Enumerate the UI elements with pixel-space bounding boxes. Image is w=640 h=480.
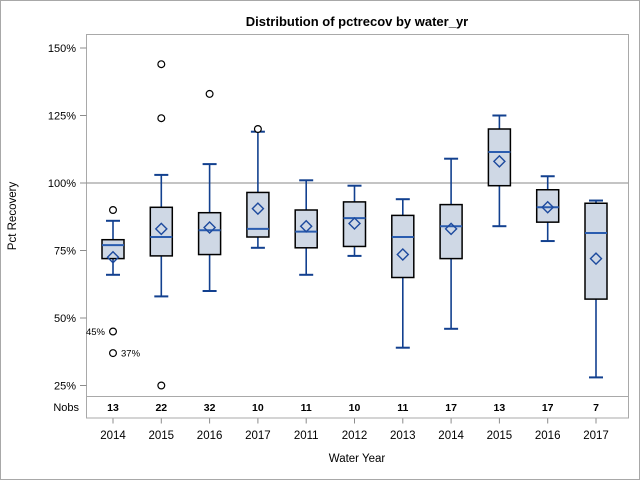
- nobs-value: 22: [155, 402, 167, 414]
- iqr-box: [391, 214, 415, 279]
- chart-title: Distribution of pctrecov by water_yr: [246, 14, 469, 29]
- x-tick-label: 2014: [100, 430, 126, 442]
- x-axis-ticks: 2014 2015 2016 2017 2011 2012 2013 2014 2015 2016…: [100, 418, 609, 442]
- box-group-2015-8: [487, 114, 512, 228]
- outlier-point: [157, 381, 166, 390]
- mean-diamond: [348, 217, 361, 230]
- mean-diamond: [541, 200, 555, 214]
- iqr-box: [584, 202, 608, 300]
- x-tick-label: 2016: [535, 430, 561, 442]
- outlier-point: [108, 349, 117, 358]
- x-tick-label: 2011: [294, 430, 319, 442]
- x-tick-label: 2017: [245, 430, 271, 442]
- outlier-point: [157, 60, 166, 69]
- box-series: [101, 60, 608, 390]
- box-group-2016-9: [535, 175, 560, 243]
- outlier-point: [108, 206, 117, 215]
- outlier-point: [108, 327, 117, 336]
- mean-diamond: [444, 222, 458, 236]
- y-tick-label: 75%: [54, 246, 76, 258]
- iqr-box: [342, 201, 367, 248]
- outlier-value-label: 37%: [121, 349, 141, 360]
- x-axis-title: Water Year: [329, 453, 386, 465]
- box-group-2014-0: [101, 206, 125, 358]
- outlier-point: [205, 89, 214, 98]
- nobs-value: 32: [204, 402, 216, 414]
- nobs-value: 13: [494, 402, 506, 414]
- x-tick-label: 2013: [390, 430, 416, 442]
- iqr-box: [535, 189, 560, 223]
- outlier-point: [157, 114, 166, 123]
- x-tick-label: 2014: [438, 430, 464, 442]
- x-tick-label: 2012: [342, 430, 368, 442]
- y-tick-label: 25%: [54, 381, 76, 393]
- y-tick-label: 100%: [48, 178, 76, 190]
- box-group-2017-3: [246, 124, 270, 249]
- y-axis-title: Pct Recovery: [7, 182, 19, 251]
- mean-diamond: [251, 202, 265, 216]
- iqr-box: [294, 209, 318, 249]
- y-tick-label: 150%: [48, 43, 76, 55]
- nobs-value: 17: [445, 402, 457, 414]
- outlier-point: [253, 124, 262, 133]
- y-tick-label: 125%: [48, 111, 76, 123]
- box-group-2015-1: [149, 60, 174, 390]
- iqr-box: [487, 128, 512, 187]
- mean-diamond: [492, 154, 506, 168]
- nobs-value: 10: [349, 402, 361, 414]
- x-tick-label: 2017: [583, 430, 609, 442]
- iqr-box: [101, 238, 125, 260]
- x-tick-label: 2016: [197, 430, 223, 442]
- mean-diamond: [589, 252, 603, 266]
- x-tick-label: 2015: [149, 430, 175, 442]
- mean-diamond: [106, 250, 120, 264]
- nobs-value: 13: [107, 402, 119, 414]
- box-group-2011-4: [294, 179, 318, 276]
- mean-diamond: [203, 221, 217, 235]
- y-axis-ticks: 150% 125% 100% 75% 50% 25%: [48, 43, 87, 393]
- nobs-values: 13 22 32 10 11 10 11 17 13 17 7: [107, 402, 599, 414]
- nobs-value: 10: [252, 402, 264, 414]
- y-tick-label: 50%: [54, 313, 76, 325]
- nobs-value: 7: [593, 402, 599, 414]
- outlier-labels: 45% 37%: [86, 327, 141, 360]
- iqr-box: [149, 206, 174, 257]
- mean-diamond: [396, 248, 410, 262]
- box-group-2012-5: [342, 184, 367, 257]
- mean-diamond: [299, 219, 313, 233]
- x-tick-label: 2015: [487, 430, 513, 442]
- iqr-box: [439, 203, 463, 260]
- nobs-value: 11: [397, 402, 408, 414]
- box-group-2017-10: [584, 199, 608, 379]
- box-group-2016-2: [197, 89, 222, 292]
- box-group-2014-7: [439, 157, 463, 330]
- nobs-value: 11: [301, 402, 312, 414]
- mean-diamond: [154, 222, 168, 236]
- box-group-2013-6: [391, 198, 415, 349]
- outlier-value-label: 45%: [86, 327, 106, 338]
- nobs-value: 17: [542, 402, 554, 414]
- nobs-row-label: Nobs: [53, 402, 79, 414]
